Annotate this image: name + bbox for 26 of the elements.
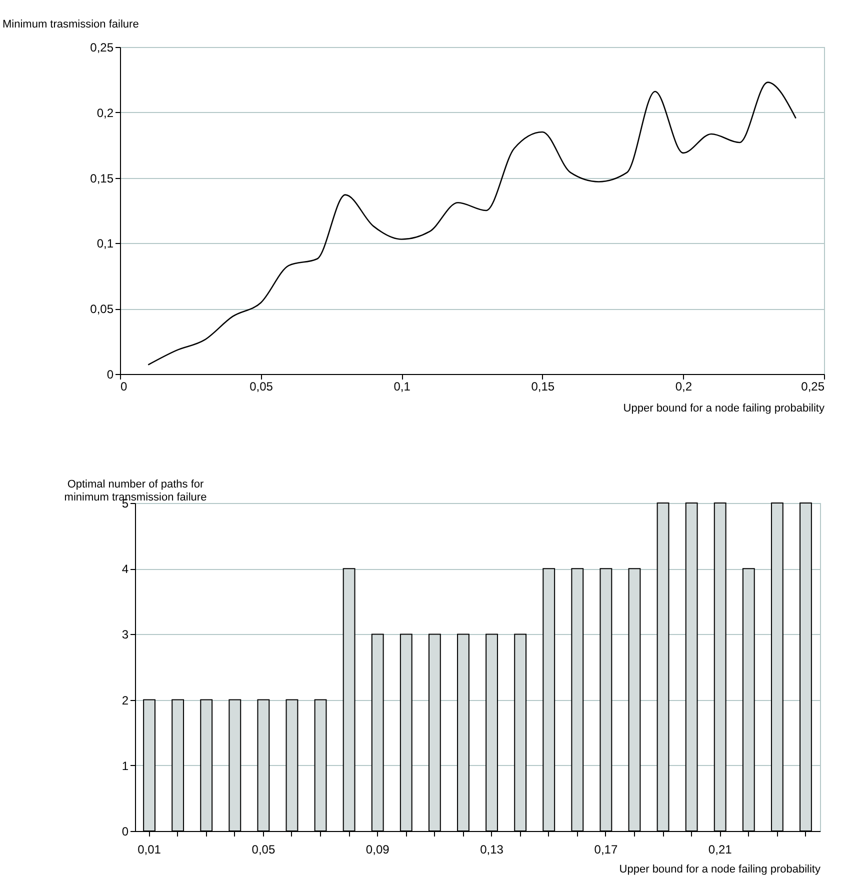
y-tick-label: 0,25 [90,40,114,54]
x-tick-label: 0,1 [394,380,411,394]
y-tick-label: 2 [122,693,129,708]
y-tick-label: 0,15 [90,171,114,186]
x-tick-label: 0,21 [708,842,732,856]
x-tick-label: 0,05 [252,842,276,856]
x-tick-label: 0,2 [675,380,692,394]
x-tick-label: 0,01 [138,842,162,856]
x-tick-label: 0,13 [480,842,504,856]
x-tick-label: 0,17 [594,842,618,856]
y-tick-label: 0,2 [96,106,114,120]
x-axis-title: Upper bound for a node failing probability [619,864,821,876]
y-tick-label: 0,05 [90,302,114,316]
x-tick-label: 0,09 [366,842,390,856]
y-tick-label: 1 [122,758,129,773]
y-tick-label: 0,1 [96,236,114,251]
y-axis-title: Minimum trasmission failure [2,18,139,30]
x-axis-title: Upper bound for a node failing probability [623,402,825,414]
x-tick-label: 0,15 [531,380,555,394]
line-series [148,82,796,366]
y-tick-label: 3 [122,628,129,642]
y-tick-label: 0 [122,824,129,838]
y-tick-label: 4 [122,562,129,576]
x-tick-label: 0,25 [801,380,825,394]
x-tick-label: 0,05 [250,380,274,394]
y-tick-label: 0 [106,368,114,382]
